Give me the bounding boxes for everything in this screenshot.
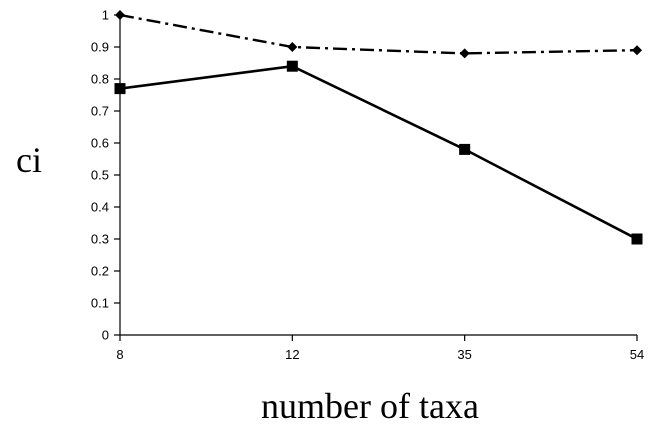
x-axis: 8 12 35 54 <box>116 334 644 362</box>
square-marker <box>631 233 643 245</box>
series-2 <box>114 60 643 245</box>
series-layer <box>114 10 643 245</box>
y-tick-label: 0.5 <box>91 168 109 183</box>
x-tick-label: 35 <box>457 347 471 362</box>
x-axis-title: number of taxa <box>261 386 479 426</box>
diamond-marker <box>459 48 470 59</box>
series-line <box>119 64 638 241</box>
square-marker <box>459 143 471 155</box>
y-tick-label: 0.8 <box>91 72 109 87</box>
x-tick-label: 12 <box>285 347 299 362</box>
y-tick-label: 1 <box>102 8 109 23</box>
y-tick-label: 0.9 <box>91 40 109 55</box>
square-marker <box>114 83 126 95</box>
y-tick-label: 0.3 <box>91 232 109 247</box>
x-tick-label: 54 <box>630 347 644 362</box>
y-tick-label: 0.7 <box>91 104 109 119</box>
y-tick-label: 0.6 <box>91 136 109 151</box>
y-tick-label: 0.4 <box>91 200 109 215</box>
y-tick-label: 0 <box>102 328 109 343</box>
diamond-marker <box>115 10 125 20</box>
y-tick-label: 0.2 <box>91 264 109 279</box>
series-1 <box>115 10 642 59</box>
y-axis-title: ci <box>16 140 42 180</box>
diamond-marker <box>632 45 642 56</box>
square-marker <box>286 60 298 72</box>
series-line <box>119 13 638 55</box>
x-tick-label: 8 <box>116 347 123 362</box>
y-axis: 0 0.1 0.2 0.3 0.4 0.5 0.6 0.7 0.8 0.9 1 <box>91 8 121 343</box>
diamond-marker <box>287 42 298 52</box>
y-tick-label: 0.1 <box>91 296 109 311</box>
